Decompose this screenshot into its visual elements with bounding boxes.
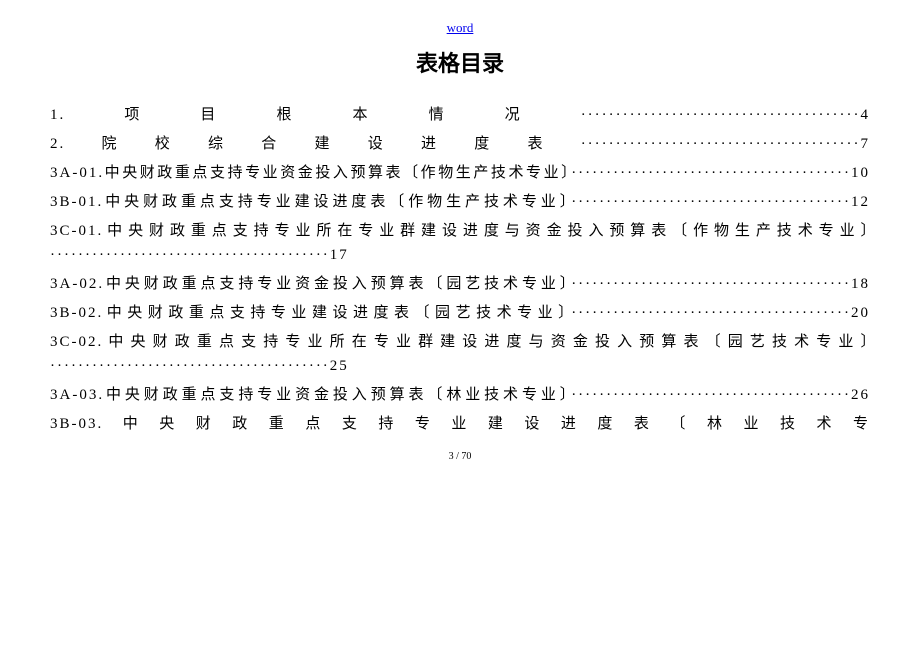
toc-entry: 3B-03.中央财政重点支持专业建设进度表〔林业技术专 <box>50 412 870 436</box>
toc-entry: 3A-02.中央财政重点支持专业资金投入预算表〔园艺技术专业〕·········… <box>50 272 870 296</box>
toc-entry: 3B-02.中央财政重点支持专业建设进度表〔园艺技术专业〕···········… <box>50 301 870 325</box>
toc-entry: 3B-01.中央财政重点支持专业建设进度表〔作物生产技术专业〕·········… <box>50 190 870 214</box>
toc-entry: 3C-02.中央财政重点支持专业所在专业群建设进度与资金投入预算表〔园艺技术专业… <box>50 330 870 378</box>
page-title: 表格目录 <box>50 46 870 78</box>
toc-entry: 3A-03.中央财政重点支持专业资金投入预算表〔林业技术专业〕·········… <box>50 383 870 407</box>
page-number: 3 / 70 <box>50 451 870 462</box>
toc-entry: 3A-01.中央财政重点支持专业资金投入预算表〔作物生产技术专业〕·······… <box>50 161 870 185</box>
toc-entry: 1.项目根本情况································… <box>50 103 870 127</box>
header-link[interactable]: word <box>50 20 870 36</box>
toc-entry: 3C-01.中央财政重点支持专业所在专业群建设进度与资金投入预算表〔作物生产技术… <box>50 219 870 267</box>
toc-container: 1.项目根本情况································… <box>50 103 870 436</box>
toc-entry: 2.院校综合建设进度表·····························… <box>50 132 870 156</box>
